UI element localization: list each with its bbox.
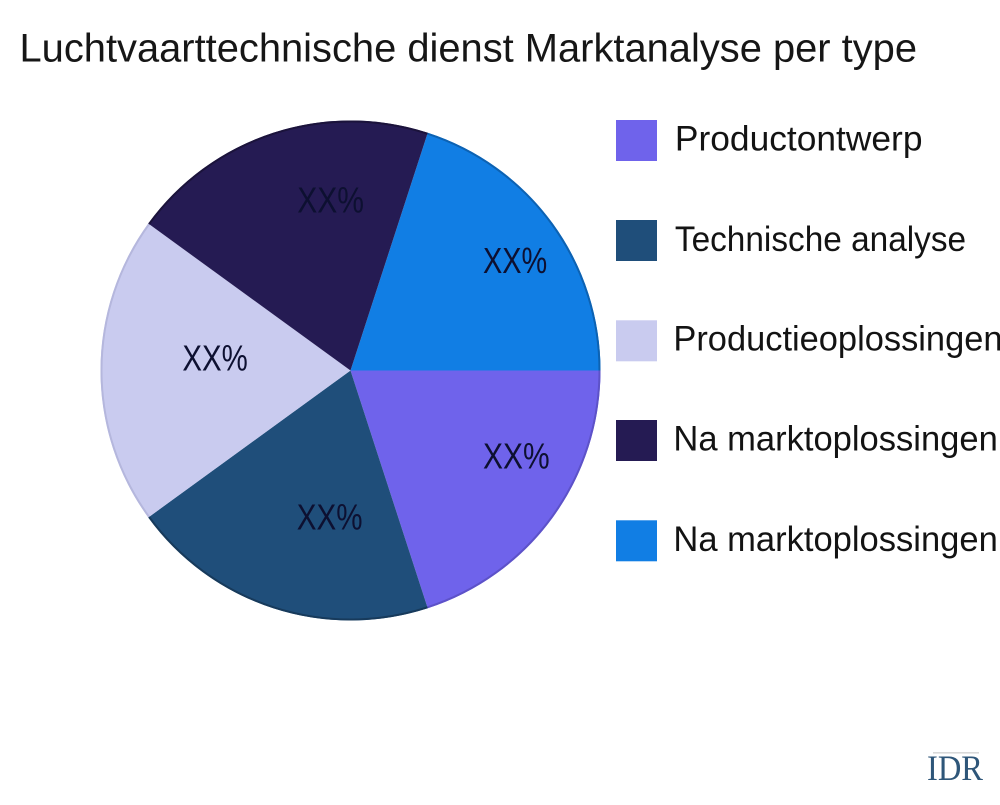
svg-text:Na marktoplossingen: Na marktoplossingen [673, 519, 997, 559]
svg-text:XX%: XX% [182, 338, 247, 379]
svg-text:Na marktoplossingen: Na marktoplossingen [673, 418, 997, 458]
svg-text:XX%: XX% [297, 179, 364, 220]
svg-text:Productontwerp: Productontwerp [675, 118, 923, 158]
svg-text:XX%: XX% [483, 240, 547, 281]
svg-text:Technische analyse: Technische analyse [675, 219, 966, 259]
svg-text:IDR: IDR [927, 748, 983, 788]
svg-text:XX%: XX% [483, 435, 550, 476]
svg-text:Luchtvaarttechnische dienst Ma: Luchtvaarttechnische dienst Marktanalyse… [20, 25, 918, 70]
svg-text:Productieoplossingen: Productieoplossingen [673, 318, 1000, 358]
svg-text:XX%: XX% [297, 497, 363, 538]
